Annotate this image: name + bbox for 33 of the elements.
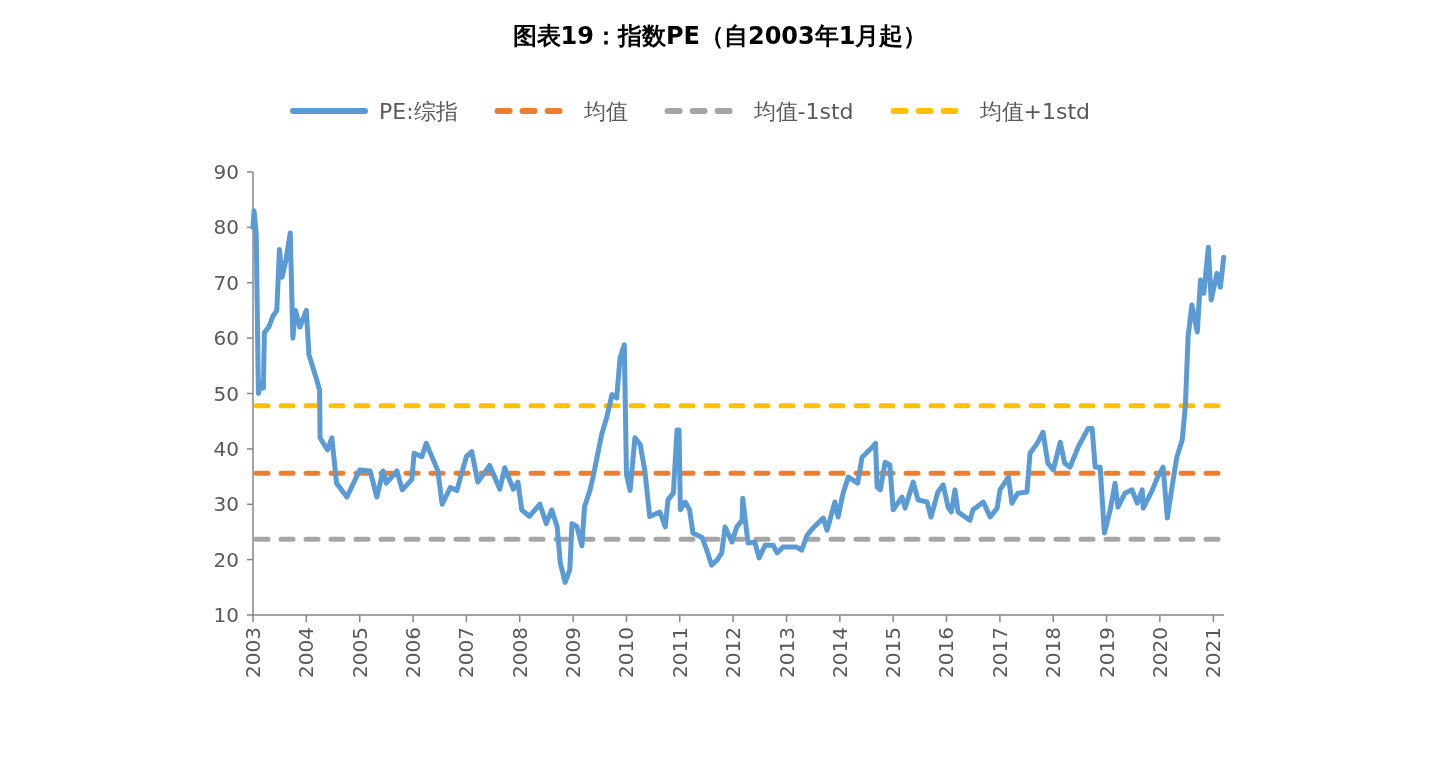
legend-label: PE:综指 [379,99,458,124]
y-tick-label: 10 [213,603,239,627]
y-tick-label: 20 [213,547,239,572]
x-tick-label: 2021 [1201,627,1226,678]
y-tick-label: 80 [213,215,239,240]
x-tick-label: 2005 [347,627,372,678]
x-tick-label: 2008 [507,627,532,678]
x-tick-label: 2020 [1147,627,1172,678]
y-tick-label: 30 [213,492,239,517]
x-tick-label: 2006 [401,627,426,678]
legend-label: 均值 [582,99,628,124]
x-tick-label: 2018 [1041,627,1066,678]
y-tick-label: 60 [213,326,239,351]
x-tick-label: 2016 [934,627,959,678]
legend-label: 均值+1std [978,99,1091,124]
x-tick-label: 2013 [774,627,799,678]
y-tick-label: 90 [213,160,239,184]
x-tick-label: 2004 [294,627,319,678]
y-tick-label: 40 [213,436,239,461]
x-tick-label: 2012 [721,627,746,678]
x-tick-label: 2017 [987,627,1012,678]
y-tick-label: 50 [213,381,239,406]
x-tick-label: 2015 [881,627,906,678]
x-tick-label: 2014 [827,627,852,678]
x-tick-label: 2010 [614,627,639,678]
x-tick-label: 2009 [561,627,586,678]
x-tick-label: 2019 [1094,627,1119,678]
chart-title: 图表19：指数PE（自2003年1月起） [512,22,928,50]
x-tick-label: 2007 [454,627,479,678]
legend-label: 均值-1std [752,99,854,124]
y-tick-label: 70 [213,270,239,295]
x-tick-label: 2011 [667,627,692,678]
x-tick-label: 2003 [241,627,265,678]
